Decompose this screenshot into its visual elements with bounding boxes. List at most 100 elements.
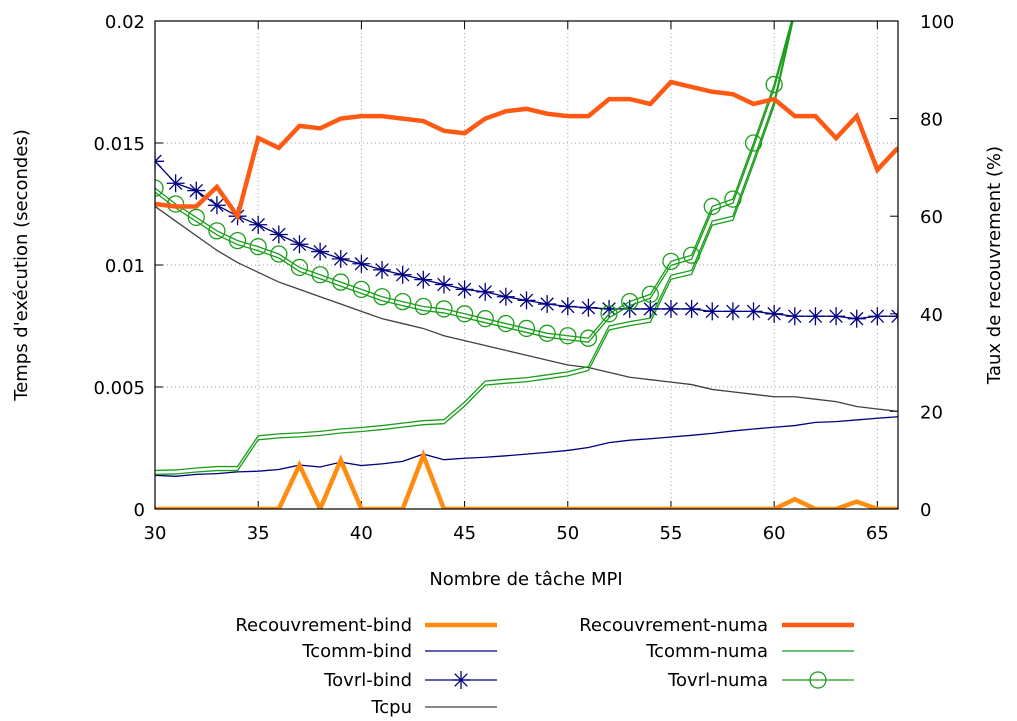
series-line <box>155 79 898 222</box>
series-recouvrement-numa <box>155 79 898 222</box>
y2-tick-label: 60 <box>920 207 943 228</box>
tovrl-numa-point <box>435 300 453 318</box>
tovrl-bind-point <box>352 254 371 273</box>
tovrl-numa-point <box>476 310 494 328</box>
y-tick-label: 0 <box>134 500 145 521</box>
tovrl-numa-point <box>765 75 783 94</box>
legend-entry-tcpu: Tcpu <box>370 697 497 718</box>
legend-label: Recouvrement-bind <box>235 615 412 636</box>
series-tcpu <box>155 205 898 413</box>
tovrl-numa-point <box>455 305 474 323</box>
legend-label: Tcpu <box>370 697 412 718</box>
series-tovrl-bind <box>155 152 898 328</box>
tovrl-bind-point <box>558 297 577 316</box>
tovrl-bind-point <box>806 307 825 326</box>
x-tick-label: 50 <box>556 523 579 544</box>
series-layer <box>155 1 898 509</box>
y-tick-label: 0.005 <box>93 378 145 399</box>
tovrl-bind-point <box>785 307 804 326</box>
tovrl-numa-point <box>414 297 432 316</box>
tovrl-bind-point <box>207 196 226 215</box>
legend-entry-tovrl-bind: Tovrl-bind <box>323 670 497 691</box>
tovrl-numa-point <box>579 329 598 347</box>
tovrl-numa-point <box>703 197 721 216</box>
tovrl-bind-point <box>661 299 680 318</box>
tovrl-numa-point <box>559 327 577 345</box>
tovrl-numa-point <box>641 285 659 303</box>
tovrl-numa-point <box>373 288 391 306</box>
tovrl-bind-point <box>476 282 495 301</box>
tovrl-bind-point <box>393 265 412 284</box>
tovrl-bind-point <box>249 215 268 234</box>
legend-tovrl-bind-point <box>452 671 470 689</box>
x-tick-label: 65 <box>866 523 889 544</box>
tovrl-bind-point <box>538 295 557 314</box>
axis-ticks <box>154 20 898 510</box>
tovrl-bind-point <box>373 260 392 279</box>
series-line <box>155 21 793 339</box>
tovrl-numa-point <box>249 238 267 256</box>
x-axis-label: Nombre de tâche MPI <box>429 569 622 590</box>
y-tick-label: 0.01 <box>105 256 145 277</box>
tovrl-bind-point <box>517 291 536 310</box>
legend-label: Tovrl-numa <box>667 670 768 691</box>
tovrl-numa-point <box>208 222 226 240</box>
tovrl-numa-point <box>662 252 680 270</box>
tovrl-bind-point <box>414 270 433 289</box>
x-tick-label: 45 <box>453 523 476 544</box>
tovrl-numa-point <box>600 305 618 323</box>
tovrl-bind-point <box>827 307 846 326</box>
tovrl-bind-point <box>723 302 742 321</box>
tovrl-numa-point <box>394 292 412 311</box>
grid <box>155 21 898 509</box>
series-line <box>155 21 793 472</box>
legend-label: Tovrl-bind <box>323 670 412 691</box>
y2-tick-label: 80 <box>920 110 943 131</box>
tovrl-bind-point <box>682 299 701 318</box>
y2-tick-label: 100 <box>920 12 954 33</box>
series-line-shadow <box>155 21 794 476</box>
tovrl-bind-point <box>311 242 330 261</box>
tovrl-bind-point <box>455 280 474 299</box>
tovrl-numa-point <box>497 314 515 333</box>
series-line <box>155 416 898 477</box>
legend-entry-tovrl-numa: Tovrl-numa <box>667 670 854 691</box>
tovrl-numa-point <box>538 324 556 342</box>
y-axis-label: Temps d'exécution (secondes) <box>11 129 32 402</box>
tovrl-bind-point <box>765 304 784 323</box>
tovrl-numa-point <box>517 319 536 338</box>
x-tick-label: 40 <box>350 523 373 544</box>
tovrl-numa-point <box>744 134 763 152</box>
y-tick-label: 0.02 <box>105 12 145 33</box>
tovrl-numa-point <box>270 245 288 263</box>
tovrl-bind-point <box>269 225 288 244</box>
series-line <box>155 205 898 413</box>
tovrl-bind-point <box>889 307 898 326</box>
series-tcomm-bind <box>155 416 898 477</box>
tovrl-bind-point <box>847 309 866 328</box>
tovrl-numa-point <box>682 246 701 264</box>
series-line-shadow <box>155 21 794 343</box>
series-recouvrement-bind <box>155 449 898 509</box>
y-tick-label: 0.015 <box>93 134 145 155</box>
tovrl-bind-point <box>868 307 887 326</box>
series-tovrl-numa <box>155 1 803 347</box>
tovrl-numa-point <box>228 231 247 250</box>
tovrl-numa-point <box>187 208 205 227</box>
tick-labels: 30 35 40 45 50 55 60 65 0 0.005 0.01 0.015 0.02 0 20 40… <box>93 12 954 544</box>
legend-label: Recouvrement-numa <box>579 615 768 636</box>
legend-label: Tcomm-numa <box>645 641 768 662</box>
tovrl-numa-point <box>311 266 329 284</box>
legend-entry-tcomm-numa: Tcomm-numa <box>645 641 854 662</box>
tovrl-numa-point <box>332 273 350 291</box>
series-line <box>155 449 898 509</box>
tovrl-numa-point <box>787 1 803 17</box>
tovrl-numa-point <box>352 280 371 299</box>
tovrl-bind-point <box>703 302 722 321</box>
y2-tick-label: 20 <box>920 402 943 423</box>
legend-entry-recouvrement-bind: Recouvrement-bind <box>235 615 497 636</box>
tovrl-numa-point <box>621 292 639 311</box>
tovrl-bind-point <box>331 249 350 268</box>
tovrl-numa-point <box>155 179 164 197</box>
tovrl-bind-point <box>155 152 164 171</box>
